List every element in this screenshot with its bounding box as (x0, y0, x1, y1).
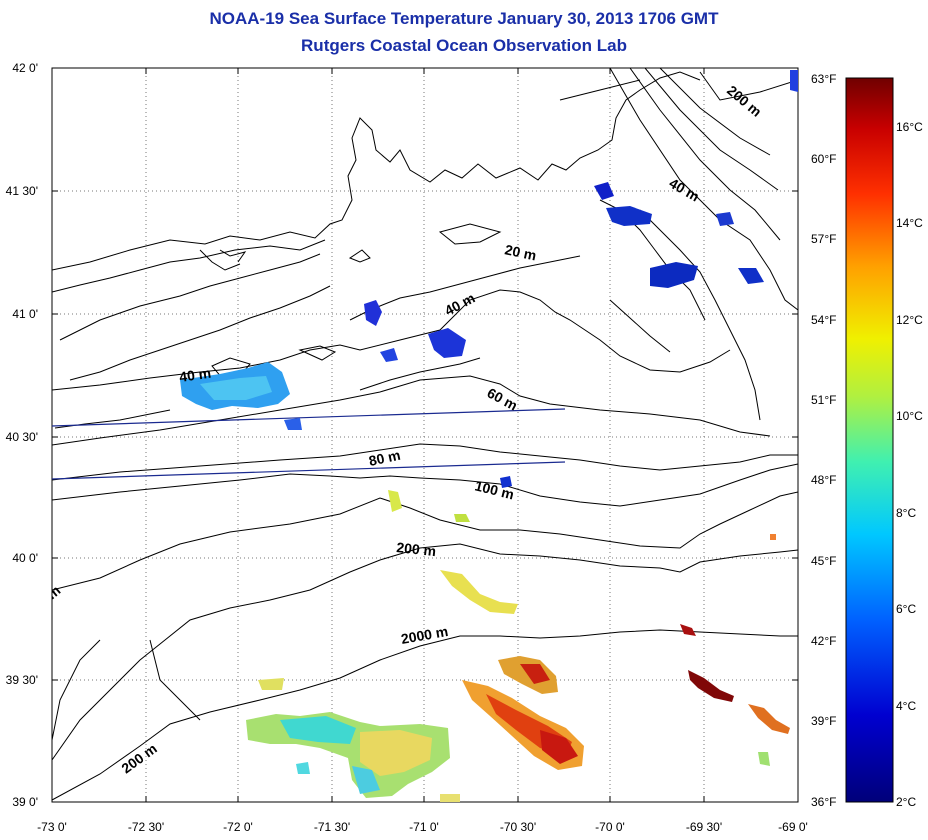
isobath-label: 200 m (396, 539, 437, 559)
map-title: NOAA-19 Sea Surface Temperature January … (209, 9, 719, 28)
colorbar-c-label: 12°C (896, 313, 923, 327)
colorbar-f-label: 60°F (811, 152, 837, 166)
lon-tick-label: -72 30' (127, 820, 165, 834)
lon-tick-label: -73 0' (37, 820, 67, 834)
colorbar-c-label: 10°C (896, 409, 923, 423)
lon-tick-label: -71 0' (409, 820, 439, 834)
colorbar-f-label: 45°F (811, 554, 837, 568)
isobath-label: 20 m (503, 241, 538, 263)
lon-tick-label: -71 30' (313, 820, 351, 834)
colorbar-f-label: 48°F (811, 473, 837, 487)
colorbar-c-label: 16°C (896, 120, 923, 134)
lat-tick-label: 40 30' (5, 430, 38, 444)
isobath-label: 40 m (178, 365, 212, 385)
lon-tick-label: -70 30' (499, 820, 537, 834)
colorbar-f-label: 42°F (811, 634, 837, 648)
lat-tick-label: 40 0' (12, 551, 38, 565)
isobath-label: 80 m (367, 447, 402, 469)
colorbar-c-label: 14°C (896, 216, 923, 230)
colorbar-f-label: 39°F (811, 714, 837, 728)
coastline (52, 71, 761, 429)
colorbar-f-label: 51°F (811, 393, 837, 407)
colorbar-c-label: 6°C (896, 602, 917, 616)
colorbar-c-label: 8°C (896, 506, 917, 520)
lat-tick-label: 41 30' (5, 184, 38, 198)
frame-ticks (52, 68, 798, 802)
graticule (52, 68, 798, 802)
colorbar-c-label: 2°C (896, 795, 917, 809)
lat-tick-label: 41 0' (12, 307, 38, 321)
colorbar-f-label: 36°F (811, 795, 837, 809)
map-subtitle: Rutgers Coastal Ocean Observation Lab (301, 36, 627, 55)
lat-tick-label: 42 0' (12, 61, 38, 75)
lat-tick-label: 39 0' (12, 795, 38, 809)
lon-tick-label: -69 30' (685, 820, 723, 834)
colorbar-f-label: 57°F (811, 232, 837, 246)
isobath-label: m (44, 582, 64, 602)
lon-tick-label: -69 0' (778, 820, 808, 834)
colorbar-c-label: 4°C (896, 699, 917, 713)
lon-tick-label: -70 0' (595, 820, 625, 834)
lon-tick-label: -72 0' (223, 820, 253, 834)
colorbar-f-label: 54°F (811, 313, 837, 327)
colorbar (845, 77, 894, 803)
lat-tick-label: 39 30' (5, 673, 38, 687)
sst-patches (180, 70, 798, 802)
colorbar-f-label: 63°F (811, 72, 837, 86)
map-frame (51, 67, 799, 803)
transect-lines (52, 408, 566, 480)
